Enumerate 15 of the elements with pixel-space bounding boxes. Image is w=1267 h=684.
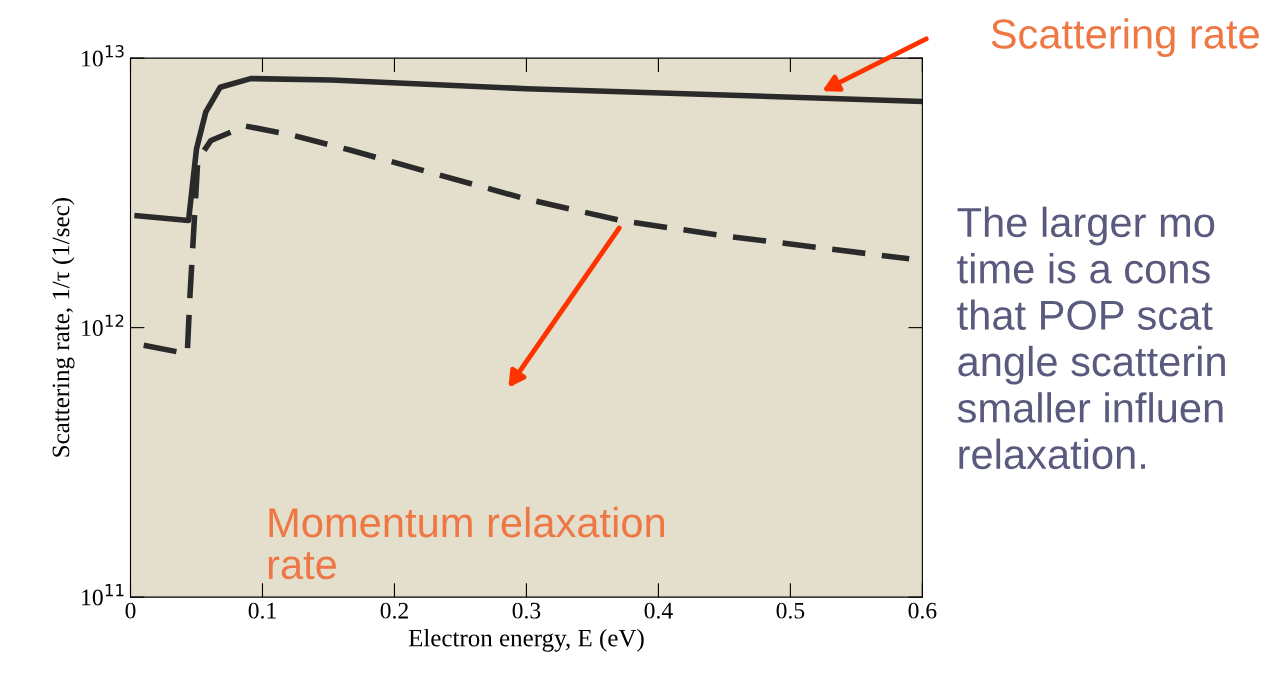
text: Scattering rate	[991, 18, 1259, 58]
text: The larger mo time is a cons that POP scat angle scatterin smaller influen relaxation.	[957, 206, 1225, 470]
y-tick-label: 10$^{11}$	[82, 584, 124, 606]
x-tick-label: 0.5	[776, 602, 805, 619]
x-tick-label: 0.1	[248, 602, 276, 619]
x-tick-label: 0.2	[380, 602, 408, 619]
y-tick-label: 10$^{13}$	[82, 45, 124, 67]
x-tick-label: 0	[125, 602, 136, 619]
annotation: Momentum relaxation rate	[268, 506, 664, 580]
y-axis-title: Scattering rate, 1/τ (1/sec)	[51, 198, 75, 457]
x-tick-label: 0.4	[644, 602, 673, 619]
x-tick-label: 0.6	[908, 602, 937, 619]
x-axis-title: Electron energy, E (eV)	[408, 628, 644, 652]
x-tick-label: 0.3	[512, 602, 541, 619]
y-tick-label: 10$^{12}$	[82, 314, 124, 337]
